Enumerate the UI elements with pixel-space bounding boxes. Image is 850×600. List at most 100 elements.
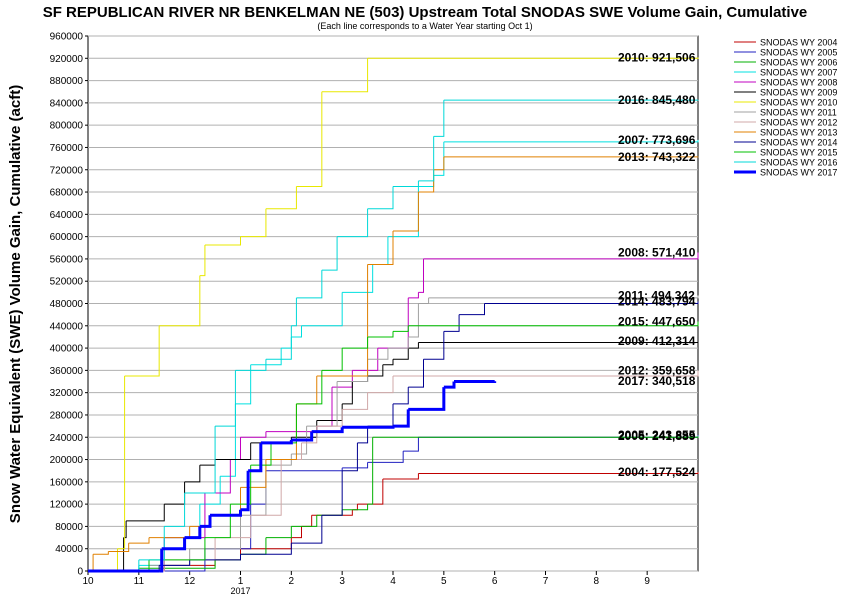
legend-label: SNODAS WY 2008 [760,78,837,88]
y-tick-label: 840000 [50,98,84,109]
x-tick-label: 1 [238,576,244,587]
end-label: 2010: 921,506 [618,50,696,64]
series-step [265,325,292,360]
x-tick-label: 11 [134,576,145,587]
y-tick-label: 760000 [50,143,84,154]
x-tick-label: 2 [289,576,295,587]
series-step [124,325,160,377]
series-step [418,297,430,304]
series-step [423,252,699,260]
series-step [367,331,394,338]
series-step [408,359,424,388]
series-step [393,370,699,377]
series-step [240,543,292,555]
series-step [337,208,369,238]
series-step [382,473,419,480]
y-tick-label: 280000 [50,410,84,421]
series-step [418,341,699,344]
series-step [393,387,409,405]
series-step [159,548,164,573]
series-step [291,431,314,442]
series-step [138,526,165,561]
series-step [235,364,252,405]
series-step [199,244,206,277]
y-tick-label: 960000 [50,32,84,43]
series-step [408,387,446,411]
series-step [117,375,126,550]
legend-label: SNODAS WY 2004 [760,38,837,48]
series-step [393,348,409,360]
series-step [265,526,292,539]
series-step [321,348,343,371]
x-tick-label: 6 [492,576,498,587]
x-tick-label: 7 [543,576,549,587]
series-step [342,504,369,511]
series-step [484,301,699,304]
series-step [352,348,379,371]
series-step [387,336,409,349]
series-step [296,370,323,405]
end-label: 2011: 494,342 [618,289,695,303]
y-tick-label: 480000 [50,299,84,310]
x-tick-label: 5 [441,576,447,587]
series-step [342,392,369,410]
series-step [159,559,191,566]
series-step [342,442,358,472]
series-step [164,492,186,527]
series-step [291,297,297,327]
y-tick-label: 320000 [50,388,84,399]
series-step [161,537,187,551]
series-step [199,515,212,528]
end-label: 2008: 571,410 [618,246,696,260]
end-label: 2005: 243,855 [618,428,696,442]
series-step [189,554,241,561]
series-step [250,348,282,366]
series-step [433,141,445,176]
series-step [128,537,150,544]
x-tick-label: 4 [390,576,396,587]
end-label: 2004: 177,524 [618,465,696,479]
y-tick-label: 600000 [50,232,84,243]
series-step [189,515,241,550]
legend-label: SNODAS WY 2017 [760,168,837,178]
series-step [342,462,369,469]
series-step [372,436,699,438]
series-step [215,442,252,461]
y-tick-label: 400000 [50,344,84,355]
series-step [316,264,369,377]
series-step [296,91,323,187]
series-step [265,453,292,466]
series-step [342,264,374,293]
y-tick-label: 120000 [50,500,84,511]
series-step [367,231,394,265]
series-step [342,425,395,429]
series-step [240,208,267,238]
series-step [418,472,699,474]
series-step [367,437,374,505]
legend-label: SNODAS WY 2005 [760,48,837,58]
series-step [248,442,263,473]
y-tick-label: 800000 [50,121,84,132]
series-step [393,192,419,232]
y-tick-label: 80000 [55,522,83,533]
series-step [342,381,353,405]
series-step [393,325,409,332]
legend-label: SNODAS WY 2014 [760,138,837,148]
series-step [428,295,699,299]
legend-label: SNODAS WY 2011 [760,108,837,118]
y-tick-label: 360000 [50,366,84,377]
y-tick-label: 920000 [50,54,84,65]
series-step [149,537,206,561]
legend-label: SNODAS WY 2006 [760,58,837,68]
series-step [240,470,250,512]
chart-subtitle: (Each line corresponds to a Water Year s… [317,21,532,31]
series-step [184,465,201,483]
series-step [443,314,460,332]
series-step [443,381,456,389]
series-step [250,442,272,466]
series-step [210,509,242,517]
series-step [296,270,323,299]
series-step [321,236,338,271]
y-tick-label: 160000 [50,477,84,488]
